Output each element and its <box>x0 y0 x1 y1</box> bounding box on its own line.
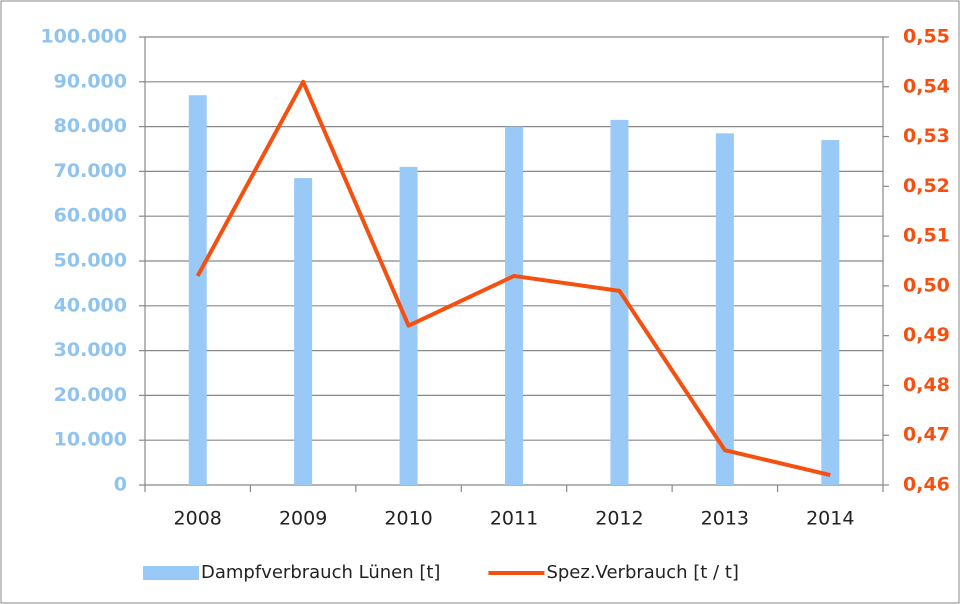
y2-tick-label: 0,53 <box>903 125 950 147</box>
y2-tick-label: 0,48 <box>903 374 950 396</box>
y2-tick-label: 0,50 <box>903 274 950 296</box>
y-tick-label: 100.000 <box>40 26 127 48</box>
y-tick-label: 40.000 <box>54 294 127 316</box>
bar <box>294 178 313 485</box>
y-tick-label: 70.000 <box>54 160 127 182</box>
y2-tick-label: 0,52 <box>903 175 950 197</box>
x-tick-label: 2009 <box>279 508 327 530</box>
y2-tick-label: 0,51 <box>903 225 950 247</box>
bar <box>715 133 734 485</box>
legend-label: Spez.Verbrauch [t / t] <box>546 562 738 583</box>
y2-tick-label: 0,47 <box>903 424 950 446</box>
y2-tick-label: 0,54 <box>903 75 950 97</box>
y2-tick-label: 0,49 <box>903 324 950 346</box>
y-tick-label: 60.000 <box>54 205 127 227</box>
x-tick-label: 2008 <box>174 508 222 530</box>
x-tick-label: 2013 <box>701 508 749 530</box>
y-tick-label: 80.000 <box>54 115 127 137</box>
x-tick-label: 2011 <box>490 508 538 530</box>
line <box>195 79 831 477</box>
x-tick-label: 2014 <box>806 508 854 530</box>
y2-tick-label: 0,55 <box>903 26 950 48</box>
y2-tick-label: 0,46 <box>903 474 950 496</box>
bar <box>505 126 523 485</box>
x-tick-label: 2012 <box>595 508 643 530</box>
y-tick-label: 20.000 <box>54 384 127 406</box>
y-tick-label: 90.000 <box>54 70 127 92</box>
bar <box>188 95 207 486</box>
bar <box>610 119 629 485</box>
legend-label: Dampfverbrauch Lünen [t] <box>201 562 440 583</box>
y-tick-label: 50.000 <box>54 250 127 272</box>
y-tick-label: 0 <box>114 474 127 496</box>
y-tick-label: 30.000 <box>54 339 127 361</box>
y-tick-label: 10.000 <box>54 429 127 451</box>
x-tick-label: 2010 <box>384 508 432 530</box>
bar <box>821 140 840 486</box>
legend-swatch <box>143 566 199 580</box>
